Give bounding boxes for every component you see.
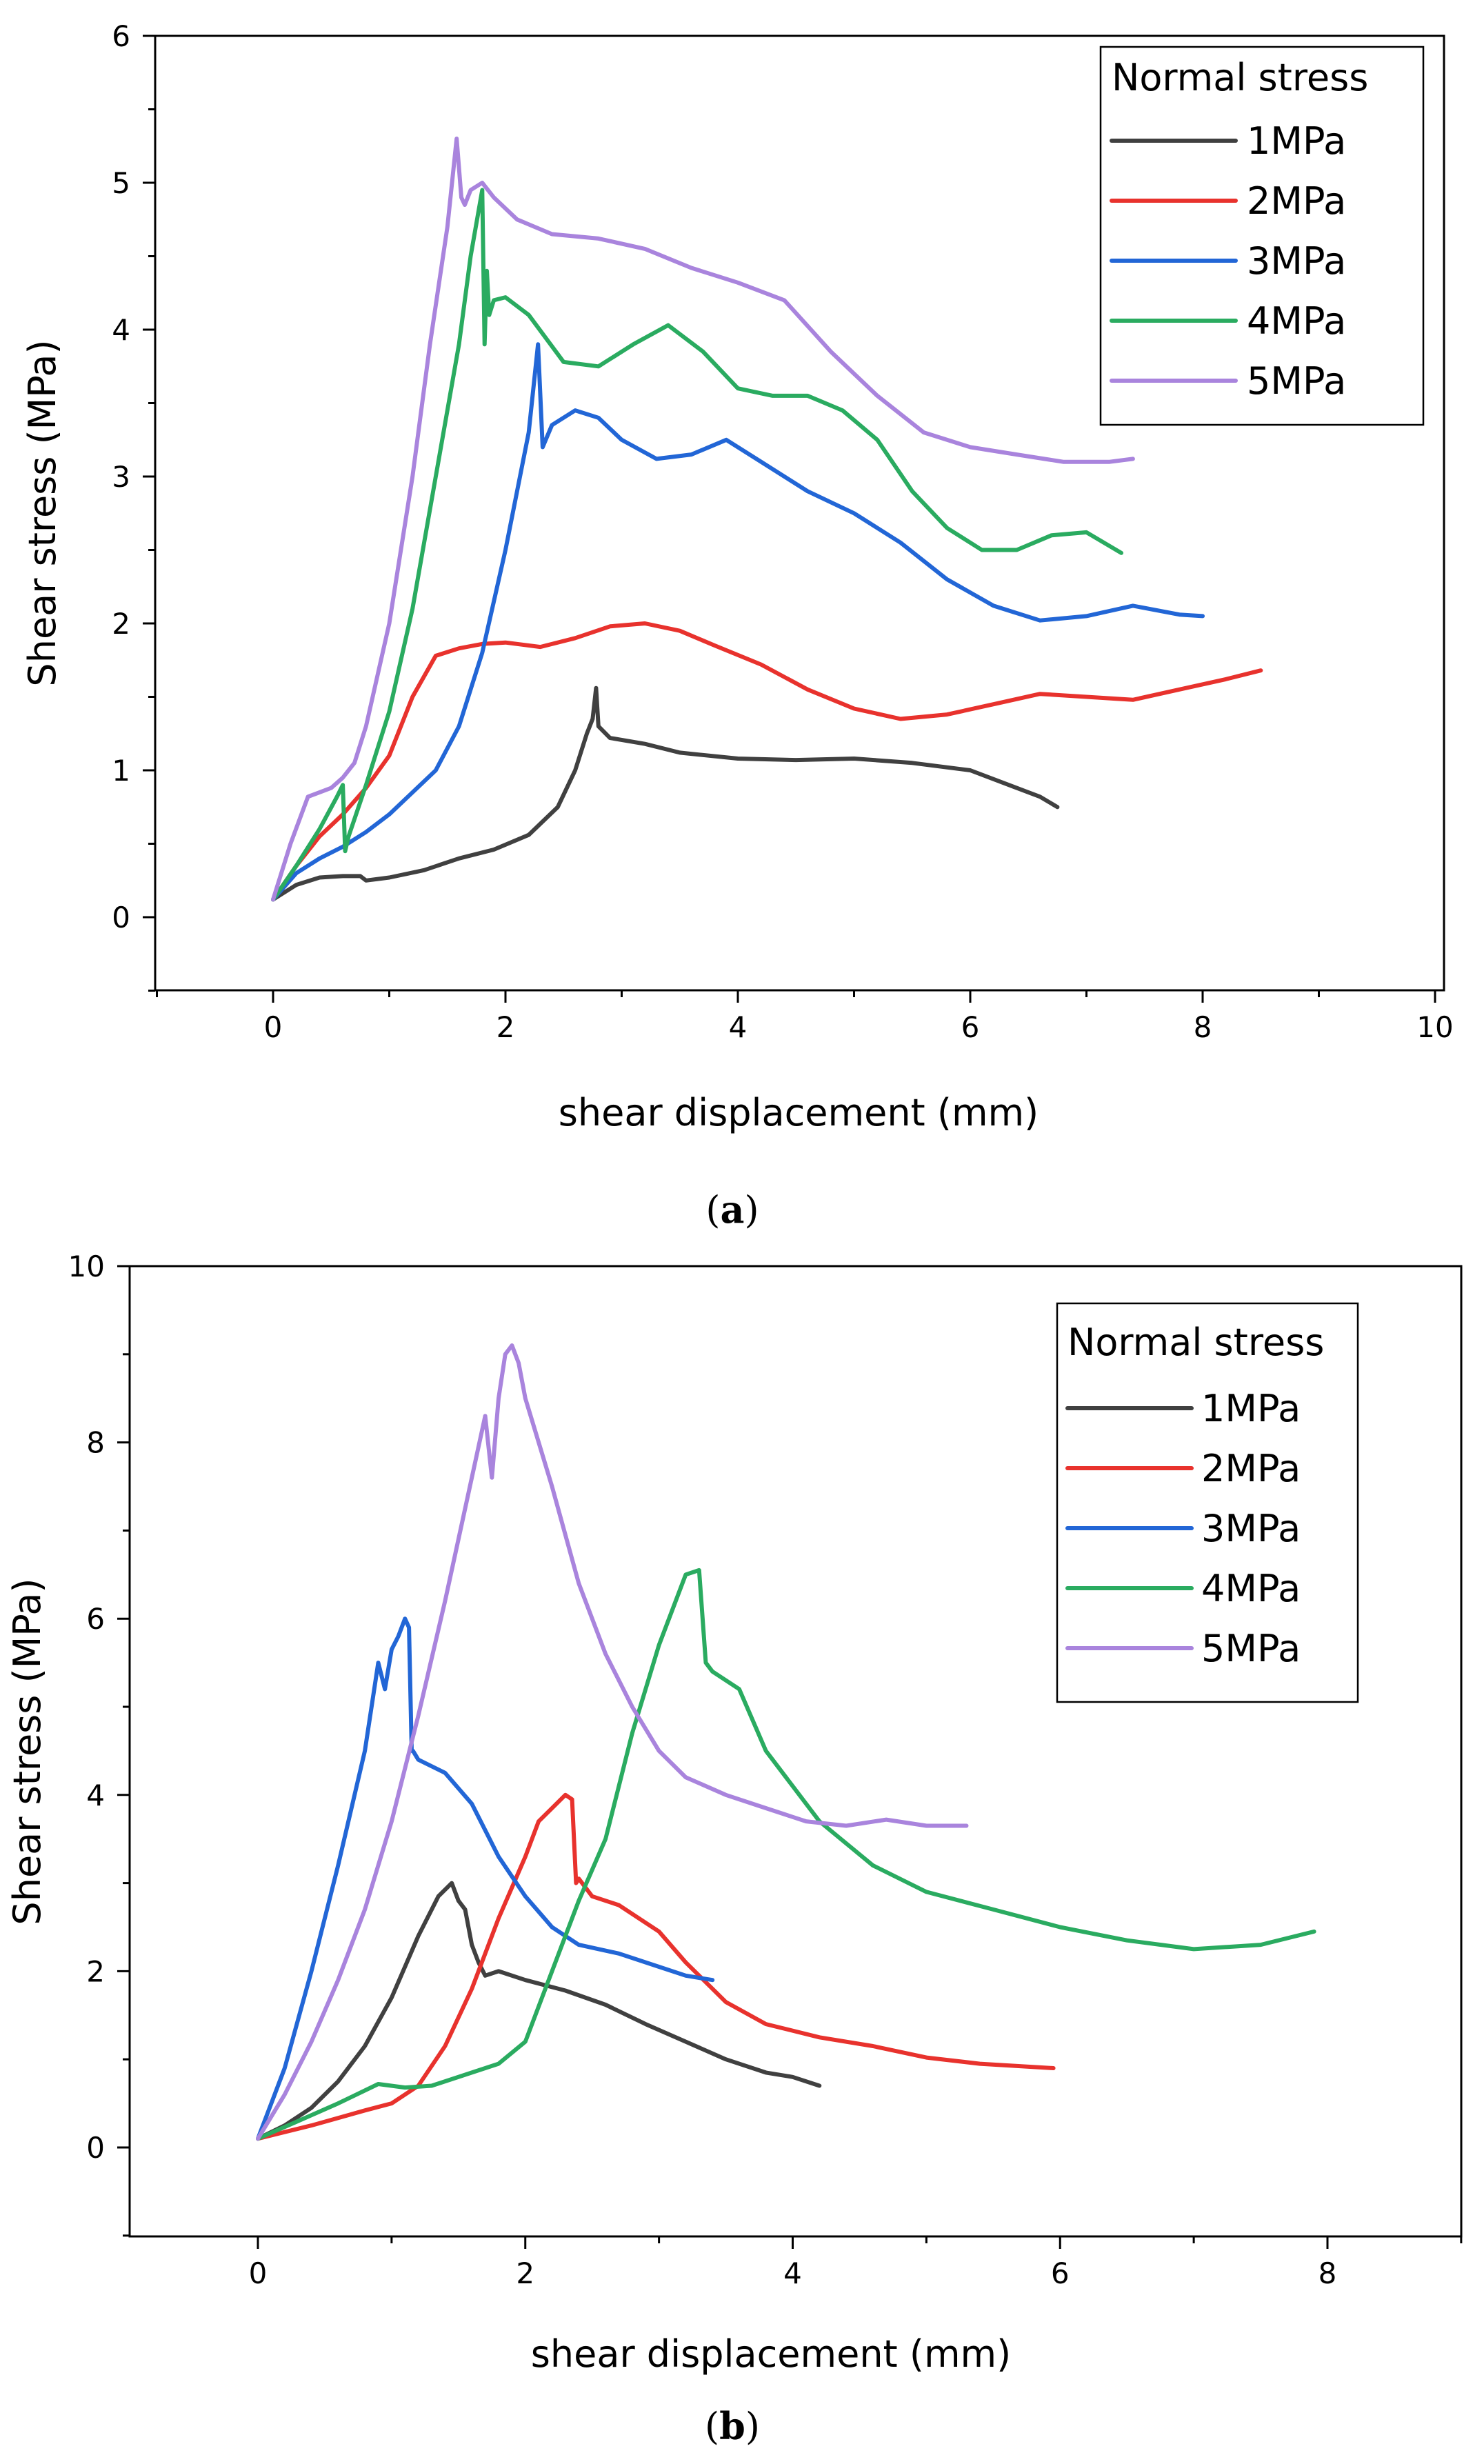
series-line-a-1MPa: [271, 685, 1060, 902]
series-line-b-4MPa: [256, 1567, 1316, 2141]
legend-title-a: Normal stress: [1112, 56, 1368, 99]
x-tick-label-a: 2: [497, 1010, 515, 1044]
x-tick-label-a: 6: [961, 1010, 980, 1044]
legend-label-a-1MPa: 1MPa: [1247, 119, 1346, 163]
y-tick-label-b: 2: [86, 1954, 105, 1988]
x-tick-label-a: 10: [1416, 1010, 1453, 1044]
x-tick-label-b: 6: [1051, 2256, 1070, 2290]
y-tick-label-a: 0: [112, 901, 130, 934]
chart-panel-b: 0 2 4 6 8 0 2 4 6 8 10 shear displacement (mm) She…: [6, 1250, 1463, 2448]
ticks-a: 0 2 4 6 8 10 0 1 2 3 4 5 6: [112, 19, 1453, 1044]
x-tick-label-a: 0: [264, 1010, 283, 1044]
x-tick-label-b: 4: [783, 2256, 802, 2290]
legend-label-b-2MPa: 2MPa: [1201, 1447, 1301, 1490]
y-tick-label-a: 6: [112, 19, 130, 53]
y-tick-label-b: 8: [86, 1426, 105, 1460]
series-line-b-3MPa: [256, 1616, 715, 2141]
legend-box-a: [1099, 46, 1425, 426]
series-line-b-2MPa: [256, 1792, 1056, 2141]
series-line-a-3MPa: [271, 342, 1205, 902]
y-tick-label-b: 6: [86, 1602, 105, 1636]
series-line-b-1MPa: [256, 1881, 822, 2141]
legend-label-a-3MPa: 3MPa: [1247, 239, 1346, 283]
plot-frame-a: [154, 34, 1445, 992]
x-tick-label-b: 2: [516, 2256, 534, 2290]
legend-label-b-1MPa: 1MPa: [1201, 1387, 1301, 1430]
x-tick-label-b: 0: [249, 2256, 268, 2290]
ticks-b: 0 2 4 6 8 0 2 4 6 8 10: [68, 1250, 1463, 2290]
legend-title-b: Normal stress: [1067, 1321, 1324, 1364]
y-axis-title-a: Shear stress (MPa): [21, 339, 64, 686]
legend-b: Normal stress 1MPa 2MPa 3MPa 4MPa 5MPa: [1056, 1302, 1359, 1703]
panel-label-a: (a): [705, 1188, 759, 1232]
y-tick-label-b: 0: [86, 2131, 105, 2165]
x-axis-title-a: shear displacement (mm): [559, 1091, 1039, 1134]
y-tick-label-a: 1: [112, 754, 130, 788]
legend-box-b: [1056, 1302, 1359, 1703]
x-axis-title-b: shear displacement (mm): [531, 2332, 1011, 2376]
series-line-a-4MPa: [271, 188, 1123, 902]
legend-label-b-5MPa: 5MPa: [1201, 1627, 1301, 1670]
plot-frame-b: [128, 1265, 1463, 2238]
y-tick-label-b: 4: [86, 1779, 105, 1812]
series-group-a: [271, 137, 1263, 902]
x-tick-label-a: 4: [729, 1010, 748, 1044]
y-tick-label-a: 3: [112, 460, 130, 494]
chart-panel-a: 0 2 4 6 8 10 0 1 2 3 4 5 6 shear displacement (mm) S…: [21, 19, 1454, 1232]
legend-label-b-3MPa: 3MPa: [1201, 1507, 1301, 1550]
legend-a: Normal stress 1MPa 2MPa 3MPa 4MPa 5MPa: [1099, 46, 1425, 426]
legend-label-a-2MPa: 2MPa: [1247, 179, 1346, 223]
series-line-a-2MPa: [271, 621, 1263, 902]
series-line-a-5MPa: [271, 137, 1135, 902]
series-group-b: [256, 1343, 1316, 2141]
y-tick-label-b: 10: [68, 1250, 105, 1283]
x-tick-label-b: 8: [1318, 2256, 1337, 2290]
y-axis-title-b: Shear stress (MPa): [6, 1578, 49, 1925]
legend-label-a-4MPa: 4MPa: [1247, 299, 1346, 343]
x-tick-label-a: 8: [1194, 1010, 1212, 1044]
legend-label-b-4MPa: 4MPa: [1201, 1567, 1301, 1610]
legend-label-a-5MPa: 5MPa: [1247, 359, 1346, 403]
series-line-b-5MPa: [256, 1343, 969, 2141]
y-tick-label-a: 5: [112, 166, 130, 200]
y-tick-label-a: 2: [112, 607, 130, 641]
y-tick-label-a: 4: [112, 313, 130, 347]
panel-label-b: (b): [705, 2404, 760, 2448]
